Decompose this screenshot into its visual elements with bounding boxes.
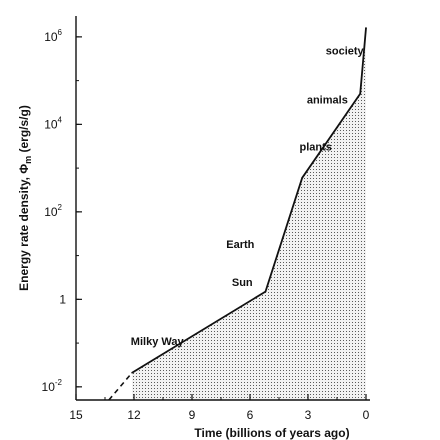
- annotation-label: plants: [300, 142, 332, 154]
- y-axis-title: Energy rate density, Φm (erg/s/g): [17, 105, 33, 291]
- y-tick-label: 1: [59, 292, 66, 306]
- y-axis-title-unit: (erg/s/g): [17, 105, 31, 156]
- x-tick-label: 6: [247, 408, 254, 422]
- y-tick-label: 10-2: [42, 378, 63, 394]
- series-line-dashed: [108, 372, 133, 401]
- y-tick-base: 10: [44, 30, 58, 44]
- y-tick-label: 104: [44, 115, 62, 131]
- y-tick-label: 106: [44, 28, 62, 44]
- series-point: [131, 371, 133, 374]
- x-tick-label: 12: [127, 408, 141, 422]
- annotations: Milky Way Sun Earth plants animals society: [131, 45, 365, 348]
- series-point: [301, 177, 304, 179]
- annotation-label: Milky Way: [131, 336, 185, 348]
- annotation-label: Sun: [232, 277, 253, 289]
- y-tick-base: 10: [42, 380, 56, 394]
- area-fill-layer: [132, 27, 366, 400]
- axes: [75, 16, 370, 401]
- y-tick-base: 10: [44, 117, 58, 131]
- x-tick-label: 15: [69, 408, 83, 422]
- y-tick-exponent: 2: [58, 203, 63, 212]
- series-lines: [108, 27, 367, 401]
- y-tick-label: 102: [44, 203, 62, 219]
- y-tick-exponent: 6: [58, 28, 63, 37]
- series-point: [365, 27, 367, 29]
- annotation-label: society: [326, 45, 365, 57]
- y-tick-base: 10: [44, 205, 58, 219]
- x-tick-label: 9: [189, 408, 196, 422]
- y-axis-title-subscript: m: [23, 156, 33, 164]
- series-point: [359, 92, 362, 95]
- x-tick-label: 3: [305, 408, 312, 422]
- x-tick-label: 0: [363, 408, 370, 422]
- annotation-label: animals: [307, 94, 348, 106]
- y-tick-exponent: 4: [58, 115, 63, 124]
- x-axis-title: Time (billions of years ago): [194, 426, 349, 440]
- series-point: [264, 290, 267, 293]
- y-axis-title-main: Energy rate density, Φ: [17, 164, 31, 291]
- annotation-label: Earth: [226, 239, 254, 251]
- y-tick-exponent: -2: [55, 378, 63, 387]
- area-under-curve: [132, 27, 366, 400]
